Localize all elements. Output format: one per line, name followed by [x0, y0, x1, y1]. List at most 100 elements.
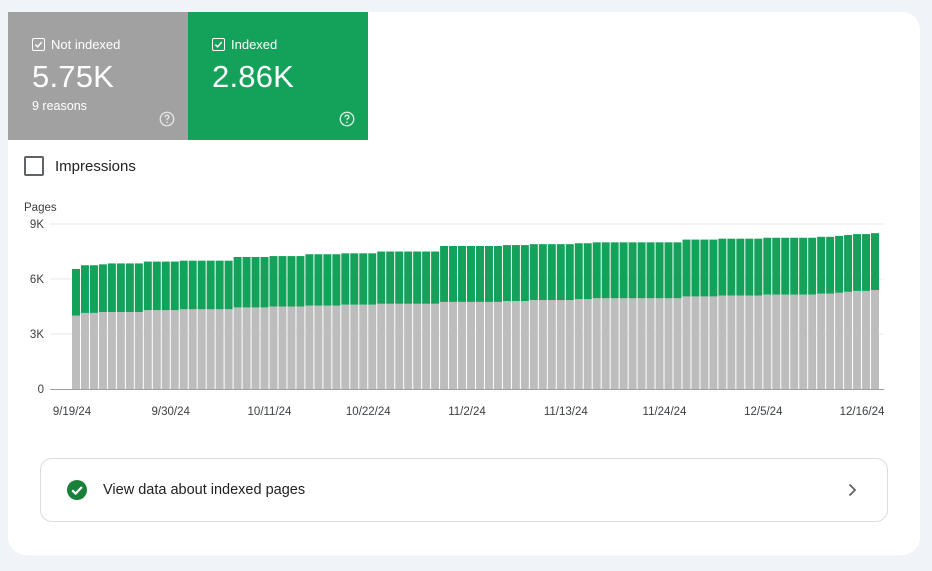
bar-not-indexed[interactable]: [431, 303, 440, 389]
bar-indexed[interactable]: [179, 260, 188, 310]
bar-not-indexed[interactable]: [547, 300, 556, 389]
bar-indexed[interactable]: [673, 242, 682, 299]
bar-indexed[interactable]: [134, 263, 143, 312]
bar-indexed[interactable]: [556, 244, 565, 301]
bar-not-indexed[interactable]: [574, 299, 583, 389]
bar-indexed[interactable]: [89, 265, 98, 313]
bar-not-indexed[interactable]: [790, 294, 799, 389]
bar-not-indexed[interactable]: [197, 309, 206, 389]
bar-not-indexed[interactable]: [341, 304, 350, 389]
bar-indexed[interactable]: [511, 245, 520, 301]
bar-not-indexed[interactable]: [682, 296, 691, 389]
not-indexed-tile[interactable]: Not indexed 5.75K 9 reasons: [8, 12, 188, 140]
bar-not-indexed[interactable]: [601, 298, 610, 389]
bar-not-indexed[interactable]: [700, 296, 709, 389]
bar-not-indexed[interactable]: [98, 312, 107, 389]
bar-indexed[interactable]: [422, 251, 431, 304]
bar-not-indexed[interactable]: [287, 306, 296, 390]
bar-not-indexed[interactable]: [556, 300, 565, 389]
bar-not-indexed[interactable]: [422, 303, 431, 389]
bar-not-indexed[interactable]: [332, 305, 341, 389]
bar-indexed[interactable]: [844, 235, 853, 292]
bar-not-indexed[interactable]: [484, 301, 493, 389]
bar-not-indexed[interactable]: [565, 300, 574, 389]
bar-indexed[interactable]: [224, 260, 233, 310]
bar-indexed[interactable]: [170, 261, 179, 311]
bar-not-indexed[interactable]: [583, 299, 592, 389]
bar-indexed[interactable]: [377, 251, 386, 304]
bar-not-indexed[interactable]: [476, 301, 484, 389]
bar-indexed[interactable]: [107, 263, 116, 312]
bar-indexed[interactable]: [862, 234, 871, 291]
bar-indexed[interactable]: [476, 246, 484, 302]
bar-indexed[interactable]: [493, 246, 502, 302]
checked-checkbox-icon[interactable]: [212, 37, 225, 51]
bar-not-indexed[interactable]: [799, 294, 808, 389]
bar-not-indexed[interactable]: [727, 295, 736, 390]
impressions-toggle[interactable]: Impressions: [24, 156, 136, 176]
bar-indexed[interactable]: [601, 242, 610, 299]
bar-not-indexed[interactable]: [116, 312, 125, 389]
bar-not-indexed[interactable]: [359, 304, 368, 389]
bar-indexed[interactable]: [143, 261, 152, 311]
bar-indexed[interactable]: [727, 238, 736, 296]
bar-indexed[interactable]: [826, 236, 835, 294]
bar-not-indexed[interactable]: [395, 303, 404, 389]
bar-not-indexed[interactable]: [664, 298, 673, 389]
bar-not-indexed[interactable]: [844, 291, 853, 389]
help-icon[interactable]: [338, 110, 356, 128]
bar-not-indexed[interactable]: [368, 304, 377, 389]
bar-not-indexed[interactable]: [179, 309, 188, 389]
bar-indexed[interactable]: [853, 234, 862, 291]
bar-indexed[interactable]: [691, 239, 700, 297]
bar-indexed[interactable]: [395, 251, 404, 304]
bar-indexed[interactable]: [835, 235, 844, 293]
checked-checkbox-icon[interactable]: [32, 37, 45, 51]
bar-indexed[interactable]: [72, 268, 80, 316]
bar-not-indexed[interactable]: [467, 301, 475, 389]
bar-indexed[interactable]: [817, 236, 826, 294]
bar-not-indexed[interactable]: [763, 294, 772, 389]
bar-not-indexed[interactable]: [143, 310, 152, 389]
bar-not-indexed[interactable]: [520, 301, 529, 389]
bar-indexed[interactable]: [116, 263, 125, 312]
bar-not-indexed[interactable]: [251, 307, 260, 389]
bar-not-indexed[interactable]: [72, 315, 80, 389]
bar-not-indexed[interactable]: [718, 295, 727, 390]
bar-not-indexed[interactable]: [502, 301, 511, 389]
bar-not-indexed[interactable]: [269, 306, 278, 390]
bar-indexed[interactable]: [628, 242, 637, 299]
bar-indexed[interactable]: [359, 253, 368, 305]
bar-not-indexed[interactable]: [152, 310, 161, 389]
bar-indexed[interactable]: [871, 233, 879, 290]
bar-indexed[interactable]: [745, 238, 754, 296]
bar-not-indexed[interactable]: [862, 290, 871, 389]
bar-not-indexed[interactable]: [206, 309, 215, 389]
bar-not-indexed[interactable]: [296, 306, 305, 390]
bar-not-indexed[interactable]: [637, 298, 646, 389]
bar-not-indexed[interactable]: [736, 295, 745, 390]
bar-indexed[interactable]: [574, 243, 583, 300]
bar-indexed[interactable]: [664, 242, 673, 299]
bar-indexed[interactable]: [646, 242, 655, 299]
bar-indexed[interactable]: [538, 244, 547, 301]
bar-not-indexed[interactable]: [610, 298, 619, 389]
bar-not-indexed[interactable]: [493, 301, 502, 389]
bar-indexed[interactable]: [754, 238, 763, 296]
bar-indexed[interactable]: [80, 265, 89, 313]
bar-not-indexed[interactable]: [260, 307, 269, 389]
bar-not-indexed[interactable]: [853, 290, 862, 389]
bar-indexed[interactable]: [215, 260, 224, 310]
bar-not-indexed[interactable]: [134, 312, 143, 389]
bar-indexed[interactable]: [547, 244, 556, 301]
bar-indexed[interactable]: [323, 254, 332, 306]
bar-not-indexed[interactable]: [188, 309, 197, 389]
bar-indexed[interactable]: [314, 254, 323, 306]
bar-not-indexed[interactable]: [781, 294, 790, 389]
bar-not-indexed[interactable]: [646, 298, 655, 389]
bar-not-indexed[interactable]: [835, 292, 844, 389]
bar-not-indexed[interactable]: [413, 303, 422, 389]
bar-indexed[interactable]: [682, 239, 691, 297]
bar-not-indexed[interactable]: [89, 312, 98, 389]
bar-not-indexed[interactable]: [386, 303, 395, 389]
